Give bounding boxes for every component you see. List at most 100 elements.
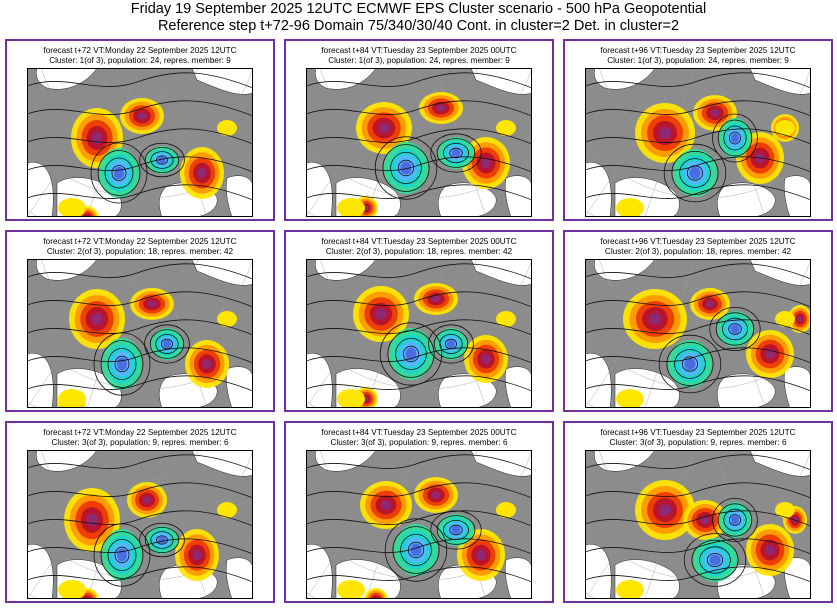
positive-anomaly-area: [616, 198, 644, 217]
negative-anomaly-area: [99, 148, 139, 198]
panel-forecast-label: forecast t+72 VT:Monday 22 September 202…: [43, 428, 237, 437]
panel-cluster-label: Cluster: 3(of 3), population: 9, repres.…: [609, 438, 787, 447]
panel-forecast-label: forecast t+96 VT:Tuesday 23 September 20…: [600, 428, 796, 437]
map-canvas: [585, 259, 811, 408]
positive-anomaly-area: [462, 137, 510, 189]
panel-cluster-label: Cluster: 2(of 3), population: 18, repres…: [325, 247, 513, 256]
negative-anomaly-area: [151, 328, 183, 360]
negative-anomaly-area: [102, 529, 142, 581]
positive-anomaly-area: [775, 502, 795, 518]
map-frame: [27, 450, 253, 599]
positive-anomaly-area: [127, 482, 167, 518]
map-frame: [306, 450, 532, 599]
cluster-panel-3[interactable]: forecast t+96 VT:Tuesday 23 September 20…: [563, 39, 833, 221]
negative-anomaly-area: [146, 526, 178, 554]
panel-forecast-label: forecast t+84 VT:Tuesday 23 September 20…: [321, 428, 517, 437]
sea-area: [594, 450, 656, 472]
panel-cluster-label: Cluster: 1(of 3), population: 24, repres…: [607, 56, 789, 65]
map-canvas: [27, 68, 253, 217]
cluster-panel-2[interactable]: forecast t+84 VT:Tuesday 23 September 20…: [284, 39, 554, 221]
sea-area: [504, 366, 532, 408]
geopotential-map: [585, 259, 811, 408]
map-canvas: [27, 259, 253, 408]
positive-anomaly-area: [64, 488, 120, 552]
positive-anomaly-area: [69, 289, 125, 349]
panel-forecast-label: forecast t+72 VT:Monday 22 September 202…: [43, 46, 237, 55]
positive-anomaly-area: [775, 120, 795, 136]
cluster-panel-7[interactable]: forecast t+72 VT:Monday 22 September 202…: [5, 421, 275, 603]
negative-anomaly-area: [146, 146, 178, 174]
sea-area: [717, 373, 776, 408]
geopotential-map: [27, 68, 253, 217]
geopotential-contours: [27, 263, 253, 396]
positive-anomaly-area: [360, 481, 412, 529]
cluster-panel-4[interactable]: forecast t+72 VT:Monday 22 September 202…: [5, 230, 275, 412]
map-frame: [585, 259, 811, 408]
cluster-panel-6[interactable]: forecast t+96 VT:Tuesday 23 September 20…: [563, 230, 833, 412]
negative-anomaly-area: [719, 502, 751, 538]
geopotential-map: [306, 68, 532, 217]
cluster-panel-8[interactable]: forecast t+84 VT:Tuesday 23 September 20…: [284, 421, 554, 603]
positive-anomaly-area: [337, 580, 365, 599]
sea-area: [315, 259, 377, 281]
panel-cluster-label: Cluster: 2(of 3), population: 18, repres…: [46, 247, 234, 256]
positive-anomaly-area: [746, 330, 794, 378]
geopotential-contours: [306, 454, 532, 583]
sea-area: [315, 68, 377, 90]
positive-anomaly-area: [616, 580, 644, 599]
positive-anomaly-area: [337, 198, 365, 217]
sea-area: [315, 450, 377, 472]
panel-cluster-label: Cluster: 1(of 3), population: 24, repres…: [328, 56, 510, 65]
panel-forecast-label: forecast t+72 VT:Monday 22 September 202…: [43, 237, 237, 246]
negative-anomaly-area: [389, 328, 433, 380]
cluster-panel-9[interactable]: forecast t+96 VT:Tuesday 23 September 20…: [563, 421, 833, 603]
positive-anomaly-area: [120, 98, 164, 134]
map-canvas: [306, 450, 532, 599]
positive-anomaly-area: [496, 311, 516, 327]
negative-anomaly-area: [394, 524, 438, 576]
positive-anomaly-area: [180, 147, 224, 199]
geopotential-contours: [306, 263, 532, 392]
map-frame: [585, 68, 811, 217]
positive-anomaly-area: [58, 198, 86, 217]
map-canvas: [585, 68, 811, 217]
negative-anomaly-area: [673, 149, 717, 197]
geopotential-contours: [27, 72, 253, 204]
panel-forecast-label: forecast t+84 VT:Tuesday 23 September 20…: [321, 46, 517, 55]
positive-anomaly-area: [364, 588, 388, 599]
geopotential-map: [306, 259, 532, 408]
cluster-panel-grid: forecast t+72 VT:Monday 22 September 202…: [5, 39, 833, 607]
geopotential-contours: [585, 454, 811, 587]
positive-anomaly-area: [58, 389, 86, 408]
sea-area: [504, 557, 532, 599]
map-frame: [585, 450, 811, 599]
positive-anomaly-area: [496, 502, 516, 518]
positive-anomaly-area: [217, 502, 237, 518]
positive-anomaly-area: [788, 305, 811, 333]
panel-forecast-label: forecast t+84 VT:Tuesday 23 September 20…: [321, 237, 517, 246]
sea-area: [783, 557, 811, 599]
positive-anomaly-area: [175, 529, 219, 581]
sea-area: [225, 175, 253, 217]
sea-area: [717, 182, 776, 217]
panel-cluster-label: Cluster: 1(of 3), population: 24, repres…: [49, 56, 231, 65]
cluster-panel-5[interactable]: forecast t+84 VT:Tuesday 23 September 20…: [284, 230, 554, 412]
page-title: Friday 19 September 2025 12UTC ECMWF EPS…: [130, 1, 707, 17]
geopotential-contours: [27, 454, 253, 587]
geopotential-map: [306, 450, 532, 599]
geopotential-map: [27, 450, 253, 599]
sea-area: [36, 68, 98, 90]
positive-anomaly-area: [337, 389, 365, 408]
panel-cluster-label: Cluster: 3(of 3), population: 9, repres.…: [51, 438, 229, 447]
sea-area: [36, 259, 98, 281]
positive-anomaly-area: [217, 120, 237, 136]
map-frame: [27, 68, 253, 217]
sea-area: [504, 175, 532, 217]
panel-cluster-label: Cluster: 2(of 3), population: 18, repres…: [604, 247, 792, 256]
sea-area: [36, 450, 98, 472]
map-canvas: [27, 450, 253, 599]
positive-anomaly-area: [616, 389, 644, 408]
cluster-panel-1[interactable]: forecast t+72 VT:Monday 22 September 202…: [5, 39, 275, 221]
map-frame: [27, 259, 253, 408]
map-frame: [306, 259, 532, 408]
